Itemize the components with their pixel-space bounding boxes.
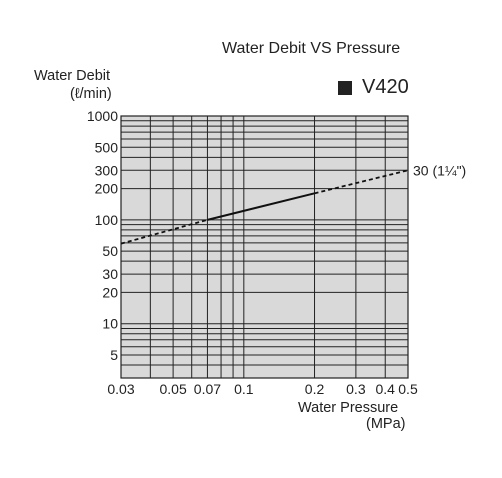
x-tick-label: 0.1 <box>234 381 254 397</box>
y-axis-unit: (ℓ/min) <box>70 86 112 102</box>
series-line-segment <box>207 192 315 221</box>
plot-border <box>120 115 409 379</box>
y-tick-label: 300 <box>95 162 119 178</box>
y-tick-label: 5 <box>110 347 118 363</box>
series-dashed-segment <box>120 218 208 245</box>
plot-background <box>121 116 408 378</box>
x-tick-label: 0.5 <box>398 381 418 397</box>
chart-title: Water Debit VS Pressure <box>222 40 401 57</box>
legend-label: V420 <box>362 76 409 98</box>
x-tick-label: 0.03 <box>107 381 134 397</box>
legend: V420 <box>338 76 409 99</box>
series-label: 30 (1¼") <box>413 162 466 178</box>
legend-square-icon <box>338 80 352 95</box>
y-tick-label: 100 <box>95 212 119 228</box>
x-tick-label: 0.3 <box>346 381 366 397</box>
x-tick-label: 0.2 <box>305 381 325 397</box>
y-tick-label: 20 <box>102 284 118 300</box>
y-tick-label: 500 <box>95 139 119 155</box>
x-axis-label: Water Pressure <box>298 400 399 416</box>
series-dashed-segment <box>314 169 409 195</box>
x-axis-unit: (MPa) <box>366 416 406 432</box>
x-tick-label: 0.05 <box>159 381 186 397</box>
y-tick-label: 30 <box>102 266 118 282</box>
y-axis-label: Water Debit <box>34 68 111 84</box>
x-tick-label: 0.4 <box>376 381 396 397</box>
y-tick-label: 50 <box>102 243 118 259</box>
y-tick-label: 200 <box>95 181 119 197</box>
x-tick-label: 0.07 <box>194 381 221 397</box>
y-tick-label: 10 <box>102 316 118 332</box>
y-tick-label: 1000 <box>87 108 118 124</box>
